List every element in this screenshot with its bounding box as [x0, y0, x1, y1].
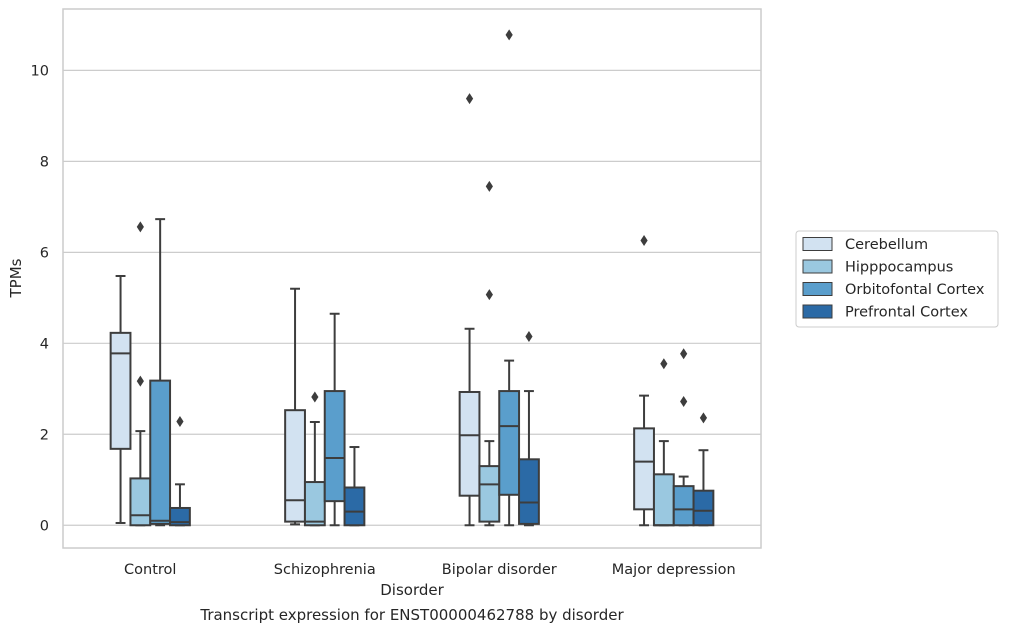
box-orbitofontal-cortex [498, 29, 521, 527]
iqr-box [343, 486, 366, 527]
legend-item-prefrontal-cortex: Prefrontal Cortex [802, 304, 968, 321]
box-prefrontal-cortex [692, 412, 715, 527]
iqr-box [633, 427, 655, 511]
figure-caption: Transcript expression for ENST0000046278… [200, 606, 624, 624]
iqr-box [169, 506, 191, 527]
legend-swatch [802, 237, 833, 251]
box-prefrontal-cortex [343, 446, 366, 527]
box-cerebellum [633, 235, 655, 527]
box-orbitofontal-cortex [323, 312, 346, 527]
outlier-point [465, 93, 474, 105]
plot-frame [62, 8, 762, 549]
legend-swatch [802, 282, 833, 296]
box-hipppocampus [652, 358, 675, 527]
legend-item-cerebellum: Cerebellum [802, 237, 928, 253]
box-hipppocampus [303, 391, 326, 527]
x-axis-label: Disorder [380, 581, 444, 599]
box-prefrontal-cortex [169, 416, 191, 527]
outlier-point [311, 391, 319, 403]
y-tick-label: 8 [40, 154, 49, 170]
legend-label: Prefrontal Cortex [845, 305, 968, 321]
box-group-control [109, 218, 191, 527]
y-tick-label: 6 [40, 245, 49, 261]
legend-swatch [802, 259, 833, 274]
box-orbitofontal-cortex [149, 218, 172, 527]
iqr-box [458, 390, 481, 497]
box-group-schizophrenia [284, 287, 366, 527]
x-axis-ticks: Control Schizophrenia Bipolar disorder Majo… [124, 562, 736, 578]
iqr-box [303, 481, 326, 527]
outlier-point [680, 396, 688, 408]
legend-item-orbitofontal-cortex: Orbitofontal Cortex [802, 282, 985, 298]
box-groups [109, 29, 715, 527]
box-cerebellum [458, 93, 481, 527]
legend-label: Hipppocampus [845, 260, 953, 276]
iqr-box [478, 465, 501, 523]
outlier-point [660, 358, 668, 370]
outlier-point [485, 180, 493, 192]
y-tick-label: 0 [40, 518, 49, 534]
legend-swatch [802, 304, 833, 319]
box-hipppocampus [478, 180, 501, 527]
box-prefrontal-cortex [518, 330, 540, 527]
y-axis-ticks: 0 2 4 6 8 10 [31, 63, 49, 534]
iqr-box [498, 390, 521, 496]
y-tick-label: 2 [40, 427, 49, 443]
legend-frame [795, 230, 999, 328]
outlier-point [680, 348, 688, 360]
legend-label: Cerebellum [845, 237, 928, 253]
outlier-point [136, 375, 144, 387]
legend-items: Cerebellum Hipppocampus Orbitofontal Corte… [802, 237, 985, 321]
outlier-point [505, 29, 513, 41]
x-tick-label: Schizophrenia [274, 562, 376, 578]
box-group-major-depression [633, 235, 715, 527]
box-cerebellum [284, 287, 306, 526]
outlier-point [699, 412, 708, 424]
box-group-bipolar-disorder [458, 29, 540, 527]
iqr-box [652, 473, 675, 527]
legend-label: Orbitofontal Cortex [845, 282, 985, 298]
iqr-box [284, 409, 306, 523]
outlier-point [136, 221, 144, 233]
outlier-point [525, 330, 533, 342]
x-tick-label: Bipolar disorder [442, 562, 557, 578]
iqr-box [109, 331, 132, 450]
box-orbitofontal-cortex [672, 348, 695, 527]
outlier-point [485, 289, 493, 301]
box-cerebellum [109, 274, 132, 524]
x-tick-label: Major depression [612, 562, 736, 578]
outlier-point [176, 416, 184, 428]
iqr-box [323, 390, 346, 503]
x-tick-label: Control [124, 562, 176, 578]
y-tick-label: 4 [40, 336, 49, 352]
box-hipppocampus [129, 221, 152, 527]
y-tick-label: 10 [31, 63, 49, 79]
y-axis-label: TPMs [7, 258, 25, 298]
legend: Cerebellum Hipppocampus Orbitofontal Corte… [795, 230, 999, 328]
outlier-point [640, 235, 648, 247]
iqr-box [129, 477, 152, 527]
iqr-box [672, 485, 695, 527]
legend-item-hipppocampus: Hipppocampus [802, 259, 953, 276]
iqr-box [149, 379, 172, 525]
iqr-box [692, 489, 715, 527]
iqr-box [518, 458, 540, 525]
